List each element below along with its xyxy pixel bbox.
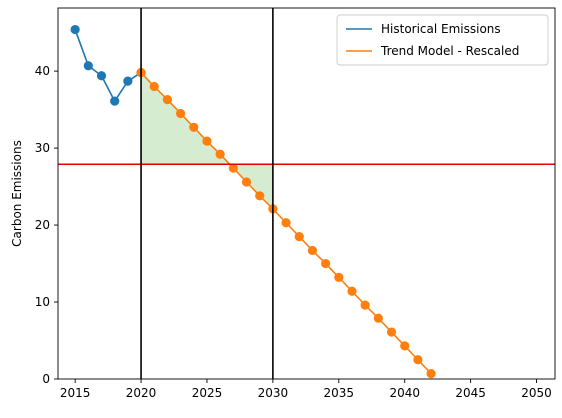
x-tick-label: 2035	[324, 386, 355, 400]
data-point	[426, 369, 436, 379]
y-tick-label: 0	[42, 372, 50, 386]
data-point	[413, 355, 423, 365]
data-point	[373, 313, 383, 323]
data-point	[70, 24, 80, 35]
data-point	[123, 76, 133, 86]
legend-box	[336, 14, 549, 66]
data-point	[386, 327, 397, 337]
y-tick-label: 40	[35, 64, 50, 78]
data-point	[189, 122, 199, 132]
x-tick-label: 2020	[126, 386, 157, 400]
y-tick-label: 10	[35, 295, 50, 309]
data-point	[281, 218, 291, 228]
data-point	[321, 258, 331, 269]
data-point	[294, 232, 304, 242]
data-point	[400, 341, 410, 351]
data-point	[307, 245, 318, 256]
data-point	[228, 163, 238, 173]
x-tick-label: 2050	[521, 386, 552, 400]
data-point	[162, 94, 173, 105]
legend-label: Trend Model - Rescaled	[380, 44, 519, 58]
data-point	[96, 71, 107, 81]
legend: Historical Emissions Trend Model - Rescal…	[336, 14, 549, 66]
x-tick-label: 2015	[60, 386, 91, 400]
x-tick-label: 2030	[258, 386, 289, 400]
legend-label: Historical Emissions	[381, 22, 501, 36]
reference-lines-group	[58, 8, 555, 379]
x-tick-label: 2025	[192, 386, 223, 400]
series-group	[70, 24, 436, 379]
axes-group: 2015 2020 2025 2030 2035 2040 2045 205001020304…	[35, 7, 556, 400]
y-axis-label: Carbon Emissions	[10, 140, 24, 247]
data-point	[334, 272, 344, 282]
y-tick-label: 30	[35, 141, 50, 155]
data-point	[149, 81, 159, 92]
data-point	[360, 300, 370, 310]
data-point	[110, 96, 120, 106]
y-tick-label: 20	[35, 218, 50, 232]
data-point	[83, 61, 93, 71]
x-tick-label: 2040	[389, 386, 420, 400]
data-point	[215, 149, 225, 159]
x-tick-label: 2045	[455, 386, 486, 400]
data-point	[241, 177, 252, 187]
data-point	[347, 286, 357, 296]
data-point	[202, 136, 212, 146]
data-point	[176, 108, 186, 119]
plot-frame	[57, 7, 556, 380]
data-point	[255, 191, 265, 201]
